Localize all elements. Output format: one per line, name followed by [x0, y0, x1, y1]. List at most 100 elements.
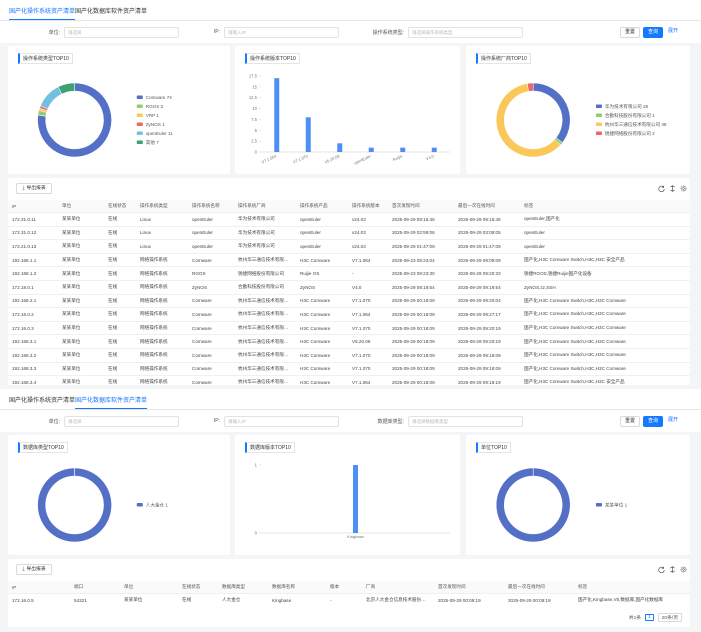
toolbar-icon[interactable]	[680, 566, 687, 573]
toolbar-icon[interactable]	[658, 566, 665, 573]
chart-title: 操作系统厂商TOP10	[476, 53, 531, 64]
table-cell: H3C Comware	[296, 307, 348, 322]
table-cell: 杭州华三通信技术有限公司	[234, 307, 296, 322]
table-cell: 2025-09-29 09:19:54	[388, 279, 454, 295]
table-cell: Comware	[188, 293, 234, 308]
table-row: 172.18.0.1 某某单位 在线 网络操作系统 ZyNOS 合勤科技股份有限公司 ZyN…	[8, 279, 690, 295]
table-cell: H3C Comware	[296, 252, 348, 267]
reset-button[interactable]: 重置	[620, 27, 640, 38]
table-cell: 国产化,H3C Comware Switch,H3C,H3C Comware	[520, 320, 690, 335]
table-cell: 在线	[104, 320, 136, 335]
y-tick-label: 1	[255, 463, 258, 468]
toolbar-icon[interactable]	[680, 185, 687, 192]
current-page[interactable]: 1	[645, 614, 654, 621]
filter-input[interactable]: 请选择操作系统类型	[408, 27, 523, 38]
filter-input[interactable]: 请输入IP	[224, 416, 339, 427]
filter-input[interactable]: 请输入IP	[224, 27, 339, 38]
table-cell: Comware	[188, 334, 234, 349]
bar	[400, 147, 406, 152]
search-button[interactable]: 查询	[643, 416, 663, 427]
table-cell: H3C Comware	[296, 320, 348, 335]
table-cell: 杭州华三通信技术有限公司	[234, 375, 296, 385]
table-cell: 在线	[104, 252, 136, 267]
table-cell: 某某单位	[58, 307, 104, 322]
search-button[interactable]: 查询	[643, 27, 663, 38]
icon-refresh	[658, 566, 665, 573]
table-cell: 某某单位	[58, 279, 104, 295]
column-header: 在线状态	[178, 581, 218, 594]
table-cell: openEuler	[520, 225, 690, 240]
chart-title: 数据库类型TOP10	[18, 442, 68, 453]
pie-slice	[496, 467, 571, 543]
export-button[interactable]: ⤓ 导出报表	[16, 564, 52, 575]
toolbar-icon[interactable]	[669, 185, 676, 192]
export-icon: ⤓	[22, 567, 25, 572]
table-cell: openEuler	[520, 239, 690, 254]
table-cell: 2025-09-29 00:18:09	[388, 307, 454, 322]
tab[interactable]: 国产化操作系统资产清单	[9, 6, 76, 20]
filter-label: 数据库类型:	[377, 419, 404, 425]
table-cell: 某某单位	[58, 266, 104, 281]
table-cell: 在线	[104, 293, 136, 308]
table-cell: 172.16.0.3	[8, 320, 58, 335]
tab-bar: 国产化操作系统资产清单 国产化数据库软件资产清单	[0, 389, 701, 410]
tab[interactable]: 国产化数据库软件资产清单	[75, 395, 148, 409]
expand-link[interactable]: 展开	[667, 28, 678, 34]
y-tick-label: 12.5	[249, 95, 258, 100]
y-tick-label: 7.5	[251, 117, 257, 122]
table-cell: Comware	[188, 361, 234, 376]
x-tick-label: V7.1.070	[292, 153, 309, 165]
pie-slice	[37, 467, 112, 543]
table-cell: 192.168.2.1	[8, 293, 58, 308]
legend-swatch	[136, 104, 143, 108]
column-header: 单位	[120, 581, 178, 594]
tab[interactable]: 国产化数据库软件资产清单	[75, 9, 148, 15]
filter-input[interactable]: 请选择	[64, 416, 179, 427]
y-tick-label: 0	[255, 531, 258, 536]
filter-input[interactable]: 请选择数据库类型	[408, 416, 523, 427]
column-header: 操作系统版本	[348, 200, 388, 213]
tab-bar: 国产化操作系统资产清单 国产化数据库软件资产清单	[0, 0, 701, 21]
legend-swatch	[136, 113, 143, 117]
toolbar-icon[interactable]	[658, 185, 665, 192]
table-cell: 某某单位	[58, 375, 104, 385]
table-cell: openEuler	[188, 225, 234, 240]
table-cell: 网络操作系统	[136, 375, 188, 385]
filter-label: 单位:	[48, 419, 60, 425]
tab[interactable]: 国产化操作系统资产清单	[9, 398, 76, 404]
table-cell: 192.168.3.3	[8, 361, 58, 376]
filter-input[interactable]: 请选择	[64, 27, 179, 38]
toolbar-icon[interactable]	[669, 566, 676, 573]
table-cell: H3C Comware	[296, 375, 348, 385]
table-cell: 172.31.0.12	[8, 225, 58, 240]
table-cell: V7.1.070	[348, 320, 388, 335]
legend-label: 其他 7	[146, 139, 159, 146]
table-cell: Linux	[136, 225, 188, 240]
column-header: 厂商	[362, 581, 434, 594]
expand-link[interactable]: 展开	[667, 417, 678, 423]
table-cell: Kingbase	[268, 592, 326, 607]
legend-value: 28	[643, 104, 649, 109]
table-cell: H3C Comware	[296, 293, 348, 308]
chart-title: 操作系统版本TOP10	[245, 53, 300, 64]
export-button[interactable]: ⤓ 导出报表	[16, 183, 52, 194]
table-cell: 2025-09-29 09:18:09	[454, 347, 520, 363]
reset-button[interactable]: 重置	[620, 416, 640, 427]
column-header: 单位	[58, 200, 104, 213]
column-header: 数据库名称	[268, 581, 326, 594]
pie-slice	[40, 86, 63, 110]
table-cell: Comware	[188, 375, 234, 385]
chart: 华为技术有限公司 28 合勤科技股份有限公司 1 杭州华三通信技术有限公司 48 锐捷…	[495, 82, 667, 158]
table-cell: 在线	[104, 212, 136, 227]
table-cell: 网络操作系统	[136, 252, 188, 267]
icon-setting-core	[682, 568, 685, 571]
table-cell: 某某单位	[58, 225, 104, 240]
page-size[interactable]: 20条/页	[657, 613, 682, 622]
table-cell: V4.0	[348, 279, 388, 295]
table-cell: 2025-09-29 09:27:17	[454, 307, 520, 322]
table-cell: openEuler	[296, 239, 348, 254]
table-cell: V7.1.064	[348, 307, 388, 322]
table-head: IP 端口 单位 在线状态 数据库类型 数据库名称 版本 厂商 首次发现时间 最后一次在线时间 标签	[8, 581, 690, 594]
x-tick-label: V4.0	[425, 153, 435, 161]
header-row: IP 端口 单位 在线状态 数据库类型 数据库名称 版本 厂商 首次发现时间 最后一次在线时间 标签	[8, 581, 690, 594]
